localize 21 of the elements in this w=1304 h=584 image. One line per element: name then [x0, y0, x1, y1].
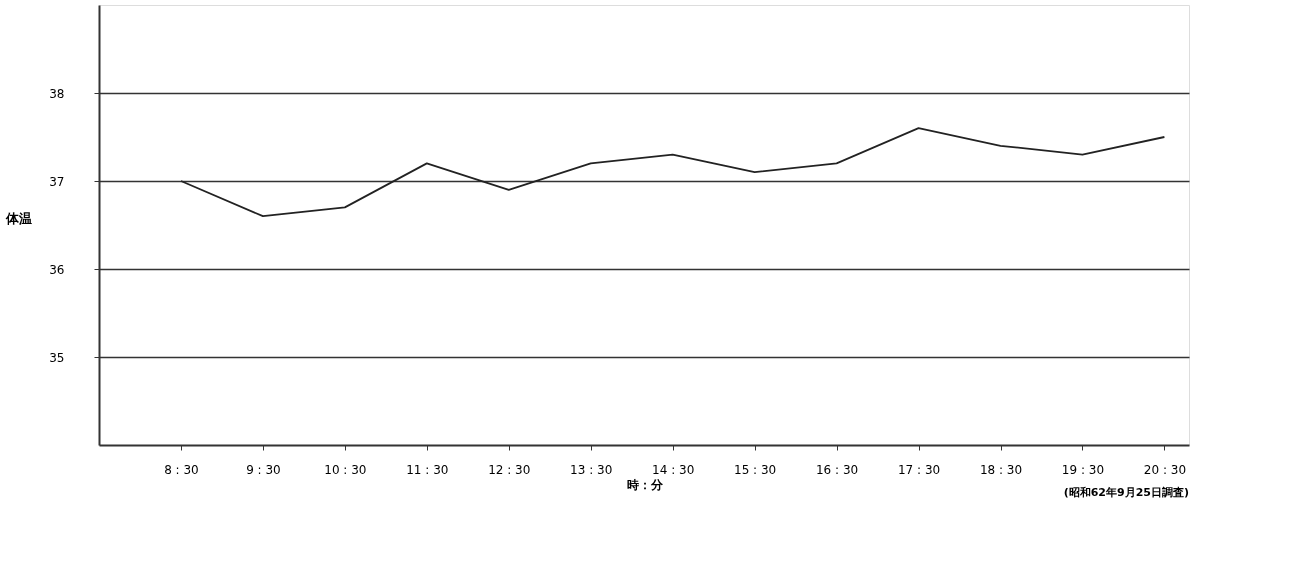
y-tick-label: 38: [49, 86, 65, 101]
x-tick-label: 13 : 30: [570, 462, 613, 477]
x-axis-title: 時：分: [626, 477, 664, 492]
y-tick-label: 36: [49, 262, 65, 277]
x-tick-label: 18 : 30: [979, 462, 1023, 477]
y-tick-label: 37: [49, 174, 65, 189]
x-tick-label: 16 : 30: [815, 462, 859, 477]
x-tick-label: 19 : 30: [1061, 462, 1105, 477]
x-tick-label: 10 : 30: [324, 462, 367, 477]
y-axis-title: 体温: [5, 210, 33, 226]
x-tick-label: 20 : 30: [1143, 462, 1187, 477]
x-tick-label: 11 : 30: [406, 462, 449, 477]
x-tick-label: 15 : 30: [734, 462, 777, 477]
line-series: [180, 127, 1166, 218]
x-tick-label: 8 : 30: [164, 462, 199, 477]
x-tick-label: 9 : 30: [246, 462, 281, 477]
y-tick-label: 35: [49, 350, 65, 365]
x-tick-label: 12 : 30: [488, 462, 531, 477]
text: (昭和62年9月25日調査): [1063, 486, 1189, 499]
x-tick-label: 17 : 30: [897, 462, 941, 477]
x-tick-label: 14 : 30: [652, 462, 695, 477]
